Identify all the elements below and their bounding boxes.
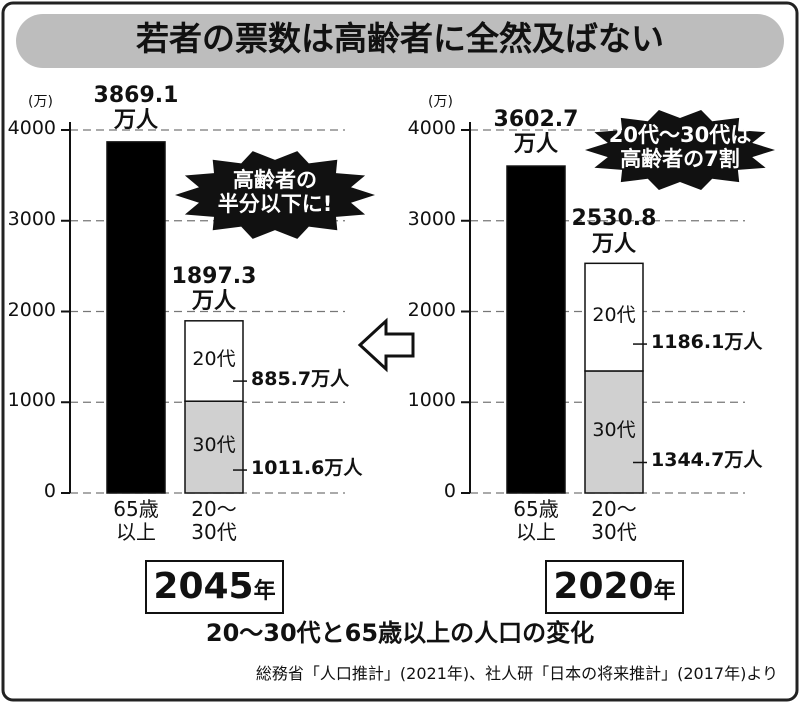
x-tick-label: 20〜 30代: [591, 497, 637, 544]
y-tick-label: 3000: [407, 207, 456, 230]
value-label: 885.7万人: [251, 368, 350, 391]
callout-burst: [585, 110, 775, 190]
source: 総務省「人口推計」(2021年)、社人研「日本の将来推計」(2017年)より: [255, 664, 778, 683]
x-tick-label: 65歳 以上: [113, 497, 159, 544]
bar-segment: [506, 165, 566, 494]
value-label: 1344.7万人: [651, 449, 763, 472]
value-label: 3602.7 万人: [493, 107, 579, 158]
year: 2020: [553, 566, 654, 607]
year-box: 2020年: [545, 560, 684, 614]
year-unit: 年: [653, 579, 676, 604]
value-label: 1011.6万人: [251, 457, 363, 480]
y-unit: (万): [28, 94, 53, 110]
year-box: 2045年: [145, 560, 284, 614]
y-tick-label: 0: [443, 480, 456, 502]
bar-segment: [106, 141, 166, 494]
total-label: 1897.3 万人: [171, 263, 257, 315]
x-tick-label: 20〜 30代: [191, 497, 237, 544]
title-banner: [16, 14, 784, 68]
y-tick-label: 1000: [7, 389, 56, 412]
annotation: 20代〜30代は 高齢者の7割: [608, 123, 752, 172]
arrow: [357, 317, 415, 373]
year-unit: 年: [253, 579, 276, 604]
total-label: 2530.8 万人: [571, 206, 657, 257]
y-tick-label: 0: [43, 480, 56, 502]
bar-segment: [584, 262, 644, 372]
segment-name: 20代: [592, 304, 636, 327]
y-tick-label: 2000: [7, 298, 56, 321]
bar-segment: [184, 400, 244, 494]
callout-burst: [175, 151, 375, 239]
bar-segment: [184, 320, 244, 402]
title: 若者の票数は高齢者に全然及ばない: [136, 19, 664, 58]
year: 2045: [153, 566, 254, 607]
value-label: 1186.1万人: [651, 331, 763, 354]
y-tick-label: 2000: [407, 298, 456, 321]
annotation: 高齢者の 半分以下に!: [217, 168, 333, 217]
segment-name: 30代: [192, 434, 236, 457]
y-unit: (万): [428, 94, 453, 110]
y-tick-label: 1000: [407, 389, 456, 412]
y-tick-label: 4000: [407, 117, 456, 139]
segment-name: 20代: [192, 348, 236, 370]
x-tick-label: 65歳 以上: [513, 497, 559, 544]
y-tick-label: 4000: [7, 117, 56, 139]
caption: 20〜30代と65歳以上の人口の変化: [205, 619, 595, 647]
value-label: 3869.1 万人: [93, 82, 179, 134]
segment-name: 30代: [592, 418, 636, 441]
y-tick-label: 3000: [7, 207, 56, 230]
bar-segment: [584, 370, 644, 494]
